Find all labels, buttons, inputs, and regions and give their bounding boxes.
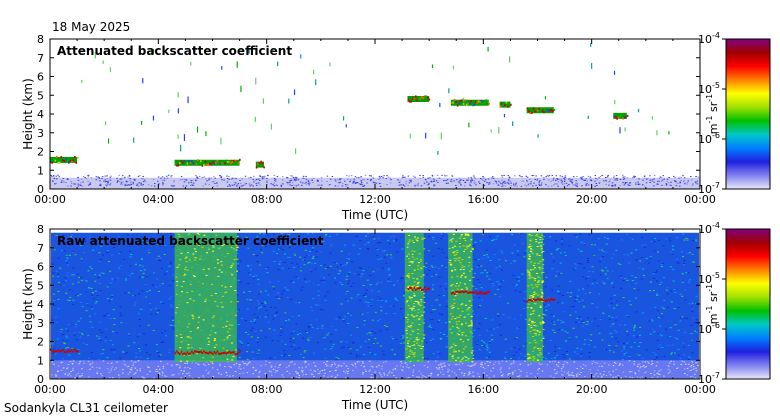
cloud-layer — [526, 107, 556, 115]
colorbar-tick-label: 10-5 — [698, 271, 720, 286]
y-tick-label: 8 — [37, 33, 44, 46]
cloud-layer — [450, 290, 490, 296]
date-label: 18 May 2025 — [52, 20, 131, 34]
colorbar-unit-label: m-1 sr-1 — [705, 94, 720, 134]
x-tick-label: 12:00 — [359, 383, 391, 396]
x-tick-label: 20:00 — [576, 383, 608, 396]
x-axis-label: Time (UTC) — [341, 398, 408, 412]
x-tick-label: 12:00 — [359, 193, 391, 206]
x-tick-label: 00:00 — [684, 193, 716, 206]
y-tick-label: 2 — [37, 336, 44, 349]
colorbar-tick-label: 10-6 — [698, 321, 720, 336]
colorbar-tick-label: 10-4 — [698, 31, 720, 46]
y-axis: 0 1 2 3 4 5 6 7 8 Height (km) — [21, 33, 700, 196]
x-tick-label: 16:00 — [467, 383, 499, 396]
y-tick-label: 7 — [37, 242, 44, 255]
colorbar-gradient — [725, 228, 771, 380]
noise-background — [51, 232, 699, 379]
y-tick-label: 4 — [37, 108, 44, 121]
noise-band — [174, 232, 237, 363]
sparse-returns — [81, 43, 670, 155]
y-tick-label: 0 — [37, 373, 44, 386]
colorbar-gradient — [725, 38, 771, 190]
colorbar: 10-4 10-5 10-6 10-7 m-1 sr-1 — [698, 221, 771, 386]
x-tick-label: 04:00 — [142, 193, 174, 206]
y-tick-label: 4 — [37, 298, 44, 311]
y-tick-label: 0 — [37, 183, 44, 196]
y-tick-label: 1 — [37, 354, 44, 367]
y-tick-label: 5 — [37, 279, 44, 292]
cloud-layer — [613, 112, 629, 120]
y-tick-label: 8 — [37, 223, 44, 236]
y-tick-label: 3 — [37, 127, 44, 140]
colorbar: 10-4 10-5 10-6 10-7 m-1 sr-1 — [698, 31, 771, 196]
cloud-layer — [407, 95, 431, 103]
colorbar-tick-label: 10-7 — [698, 371, 720, 386]
colorbar-unit-label: m-1 sr-1 — [705, 284, 720, 324]
x-tick-label: 08:00 — [251, 193, 283, 206]
y-axis: 0 1 2 3 4 5 6 7 8 Height (km) — [21, 223, 700, 386]
x-tick-label: 16:00 — [467, 193, 499, 206]
raw-backscatter-plot: 0 1 2 3 4 5 6 7 8 Height (km) 00:00 04:00 08:00 12:00… — [21, 223, 716, 412]
x-tick-label: 00:00 — [34, 193, 66, 206]
x-tick-label: 08:00 — [251, 383, 283, 396]
y-tick-label: 5 — [37, 89, 44, 102]
cloud-layer — [499, 101, 512, 108]
x-tick-label: 00:00 — [34, 383, 66, 396]
near-ground-noise — [51, 360, 699, 379]
cloud-layer — [174, 350, 241, 356]
y-tick-label: 6 — [37, 71, 44, 84]
x-axis-label: Time (UTC) — [341, 208, 408, 222]
y-tick-label: 1 — [37, 164, 44, 177]
attenuated-backscatter-plot: 0 1 2 3 4 5 6 7 8 Height (km) 00:00 04:00 08:00 12:00… — [21, 33, 716, 222]
cloud-layer — [407, 286, 431, 292]
heatmap-field — [50, 43, 700, 189]
noise-band — [448, 232, 473, 363]
y-axis-label: Height (km) — [21, 78, 35, 149]
noise-band — [526, 232, 543, 363]
x-tick-label: 04:00 — [142, 383, 174, 396]
x-tick-label: 00:00 — [684, 383, 716, 396]
y-tick-label: 3 — [37, 317, 44, 330]
heatmap-field — [50, 232, 699, 379]
y-tick-label: 2 — [37, 146, 44, 159]
cloud-layer — [526, 297, 556, 303]
x-axis: 00:00 04:00 08:00 12:00 16:00 20:00 00:00 Time … — [34, 39, 716, 222]
cloud-layer — [450, 98, 490, 107]
cloud-patch — [255, 160, 265, 169]
colorbar-tick-label: 10-4 — [698, 221, 720, 236]
y-axis-label: Height (km) — [21, 268, 35, 339]
instrument-label: Sodankyla CL31 ceilometer — [4, 401, 168, 415]
colorbar-tick-label: 10-6 — [698, 131, 720, 146]
y-tick-label: 6 — [37, 261, 44, 274]
colorbar-tick-label: 10-7 — [698, 181, 720, 196]
cloud-layer — [174, 158, 241, 167]
plot-title: Raw attenuated backscatter coefficient — [57, 234, 324, 248]
cloud-layer — [50, 155, 79, 164]
plot-area — [50, 39, 700, 189]
x-tick-label: 20:00 — [576, 193, 608, 206]
cloud-layer — [50, 348, 79, 354]
y-tick-label: 7 — [37, 52, 44, 65]
colorbar-tick-label: 10-5 — [698, 81, 720, 96]
x-axis: 00:00 04:00 08:00 12:00 16:00 20:00 00:00 Time … — [34, 229, 716, 412]
plot-title: Attenuated backscatter coefficient — [57, 44, 292, 58]
